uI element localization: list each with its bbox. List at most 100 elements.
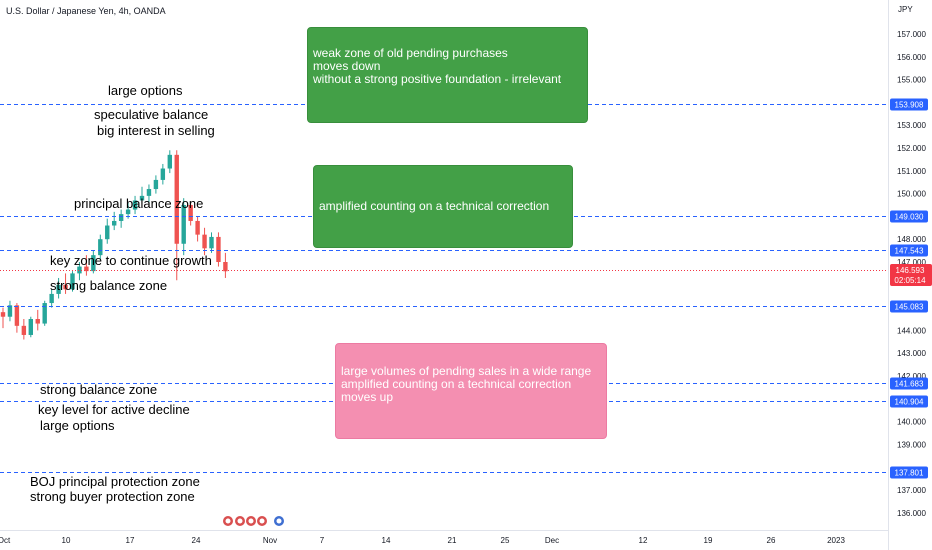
price-tick-label: 155.000 [897,76,926,85]
candle-body [7,305,13,317]
candle-body [118,214,124,221]
time-tick-label: 2023 [827,536,845,545]
candle-body [174,154,179,244]
candle-body [98,239,103,256]
level-label-bg [890,300,928,313]
level-label: 149.030 [895,213,924,222]
price-tick-label: 157.000 [897,30,926,39]
candle-body [91,255,96,272]
annotation-strong-balance-zone-upper[interactable]: strong balance zone [50,278,168,293]
svg-text:02:05:14: 02:05:14 [894,276,926,285]
annotation-boj-protection-zone[interactable]: BOJ principal protection zone [30,474,200,489]
time-tick-label: 21 [448,536,457,545]
candle-body [188,205,193,221]
candle-body [125,209,131,215]
level-label-bg [890,466,928,479]
time-tick-label: 10 [62,536,71,545]
event-icons [223,516,284,526]
price-tick-label: 153.000 [897,121,926,130]
candle-body [77,266,82,274]
candle-body [146,189,152,196]
candle-body [70,273,75,290]
level-label: 141.683 [895,380,924,389]
candle-body [105,225,110,240]
time-axis: Oct 10 17 24 Nov 7 14 21 25 Dec 12 19 26 2023 [0,536,845,545]
candle-body [35,319,40,324]
candle-body [132,200,138,210]
level-label: 153.908 [895,101,924,110]
time-tick-label: Oct [0,536,11,545]
level-label: 145.083 [895,303,924,312]
candle-body [49,293,54,304]
candle-body [216,236,221,262]
time-tick-label: 26 [767,536,776,545]
pink-box-pending-sales[interactable]: large volumes of pending sales in a wide… [335,343,607,439]
time-tick-label: 19 [704,536,713,545]
time-tick-label: 7 [320,536,325,545]
price-tick-label: 144.000 [897,326,926,335]
price-tick-label: 139.000 [897,440,926,449]
green-box-technical-correction[interactable]: amplified counting on a technical correc… [313,165,573,248]
candle-body [21,325,27,335]
annotation-speculative-balance[interactable]: speculative balance [94,107,209,122]
candle-body [181,205,186,244]
candle-body [63,284,68,290]
time-tick-label: 24 [192,536,201,545]
candle-body [112,220,117,226]
candle-body [14,305,20,326]
level-label-bg [890,244,928,257]
price-axis: 157.000 156.000 155.000 153.000 152.000 151.0… [897,30,926,518]
annotation-large-options-top[interactable]: large options [108,83,183,98]
price-tick-label: 148.000 [897,235,926,244]
price-tick-label: 151.000 [897,167,926,176]
time-tick-label: 14 [382,536,391,545]
candle-body [28,319,33,335]
price-tick-label: 150.000 [897,190,926,199]
level-label: 147.543 [895,247,924,256]
annotation-principal-balance-zone[interactable]: principal balance zone [74,196,204,211]
price-tick-label: 147.000 [897,258,926,267]
time-tick-label: Nov [263,536,277,545]
candle-body [167,154,172,169]
candle-body [202,234,207,249]
time-tick-label: Dec [545,536,559,545]
symbol-title: U.S. Dollar / Japanese Yen, 4h, OANDA [6,6,166,16]
annotation-strong-balance-zone-lower[interactable]: strong balance zone [40,382,158,397]
price-tick-label: 152.000 [897,144,926,153]
candle-body [223,262,228,272]
candle-body [56,284,61,294]
price-axis-level-labels: 153.908 149.030 147.543 145.083 141.683 140.9… [890,98,928,479]
annotation-buyer-protection-zone[interactable]: strong buyer protection zone [30,489,195,504]
price-tick-label: 136.000 [897,509,926,518]
candles [0,150,228,340]
current-price-label: 146.593 02:05:14 [890,264,932,286]
level-label: 140.904 [895,398,924,407]
price-tick-label: 143.000 [897,349,926,358]
level-label-bg [890,98,928,111]
candle-body [160,168,166,180]
candle-body [0,312,6,317]
annotation-big-interest-selling[interactable]: big interest in selling [97,123,215,138]
level-label-bg [890,395,928,408]
annotation-key-zone-growth[interactable]: key zone to continue growth [50,253,212,268]
price-tick-label: 156.000 [897,53,926,62]
candle-body [153,179,159,190]
candle-body [42,303,47,324]
level-label-bg [890,377,928,390]
candle-body [195,220,200,235]
time-tick-label: 12 [639,536,648,545]
candle-body [209,236,214,249]
time-tick-label: 25 [501,536,510,545]
time-tick-label: 17 [126,536,135,545]
annotation-large-options-bottom[interactable]: large options [40,418,115,433]
price-tick-label: 140.000 [897,418,926,427]
level-label: 137.801 [895,469,924,478]
candle-body [84,266,89,272]
annotation-key-level-decline[interactable]: key level for active decline [38,402,190,417]
green-box-pending-purchases[interactable]: weak zone of old pending purchases moves… [307,27,588,123]
level-label-bg [890,210,928,223]
svg-text:146.593: 146.593 [896,266,925,275]
candle-body [139,195,145,201]
price-tick-label: 137.000 [897,486,926,495]
